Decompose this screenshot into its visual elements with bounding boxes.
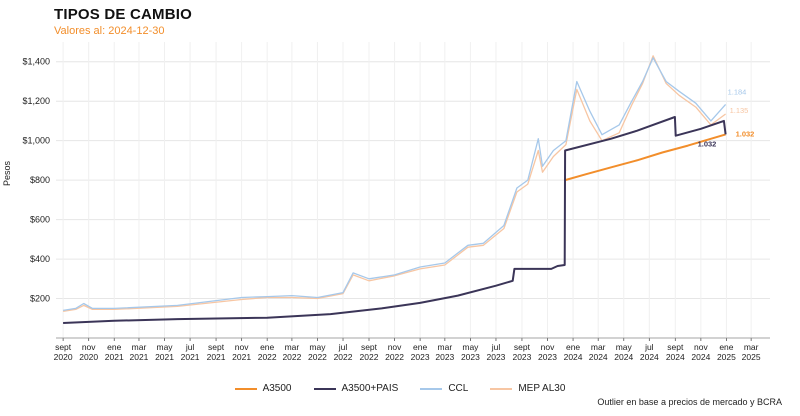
legend-item: CCL xyxy=(420,383,468,394)
x-tick-label: may 2024 xyxy=(614,342,633,362)
x-tick-label: nov 2021 xyxy=(232,342,251,362)
x-tick-label: sept 2024 xyxy=(666,342,685,362)
x-tick-label: may 2021 xyxy=(155,342,174,362)
legend-label-a3500: A3500 xyxy=(262,383,292,394)
x-tick-label: sept 2022 xyxy=(360,342,379,362)
x-tick-label: mar 2022 xyxy=(282,342,301,362)
x-tick-label: jul 2021 xyxy=(181,342,200,362)
end-label-a3500: 1.032 xyxy=(736,129,755,138)
x-tick-label: sept 2021 xyxy=(207,342,226,362)
legend: A3500 A3500+PAIS CCL MEP AL30 xyxy=(0,383,800,394)
x-tick-label: may 2023 xyxy=(461,342,480,362)
end-label-a3500-pais: 1.032 xyxy=(698,139,717,148)
legend-swatch-a3500-pais xyxy=(313,387,336,390)
y-tick-label: $1,000 xyxy=(22,136,50,146)
series-mep-al30-line xyxy=(62,55,726,313)
x-tick-label: ene 2021 xyxy=(105,342,124,362)
legend-label-a3500-pais: A3500+PAIS xyxy=(341,383,399,394)
source-caption: Outlier en base a precios de mercado y B… xyxy=(597,397,782,407)
legend-swatch-a3500 xyxy=(234,387,257,390)
end-label-mep-al30: 1.135 xyxy=(730,106,749,115)
chart-subtitle: Valores al: 2024-12-30 xyxy=(54,25,165,37)
series-a3500-pais-line xyxy=(63,116,727,324)
end-label-ccl: 1.184 xyxy=(728,87,747,96)
x-tick-label: mar 2023 xyxy=(435,342,454,362)
x-tick-label: jul 2024 xyxy=(640,342,659,362)
x-tick-label: nov 2024 xyxy=(691,342,710,362)
x-tick-label: nov 2023 xyxy=(538,342,557,362)
y-tick-label: $600 xyxy=(30,215,50,225)
x-tick-label: ene 2022 xyxy=(258,342,277,362)
legend-label-mep-al30: MEP AL30 xyxy=(518,383,566,394)
x-tick-label: sept 2020 xyxy=(54,342,73,362)
x-tick-label: ene 2025 xyxy=(717,342,736,362)
x-tick-label: sept 2023 xyxy=(512,342,531,362)
legend-item: MEP AL30 xyxy=(490,383,565,394)
y-tick-label: $1,400 xyxy=(22,57,50,67)
x-tick-label: jul 2022 xyxy=(334,342,353,362)
y-tick-label: $1,200 xyxy=(22,96,50,106)
legend-item: A3500+PAIS xyxy=(313,383,399,394)
y-tick-label: $800 xyxy=(30,175,50,185)
x-tick-label: nov 2020 xyxy=(79,342,98,362)
y-tick-label: $200 xyxy=(30,294,50,304)
chart-title: TIPOS DE CAMBIO xyxy=(54,6,193,23)
legend-swatch-ccl xyxy=(420,387,443,390)
x-tick-label: mar 2025 xyxy=(742,342,761,362)
x-tick-label: may 2022 xyxy=(308,342,327,362)
legend-label-ccl: CCL xyxy=(448,383,469,394)
x-tick-label: mar 2024 xyxy=(589,342,608,362)
legend-swatch-mep-al30 xyxy=(490,387,513,390)
x-tick-label: jul 2023 xyxy=(487,342,506,362)
x-tick-label: ene 2023 xyxy=(411,342,430,362)
series-a3500-line xyxy=(564,133,726,182)
x-tick-label: nov 2022 xyxy=(385,342,404,362)
y-tick-label: $400 xyxy=(30,254,50,264)
legend-item: A3500 xyxy=(234,383,292,394)
series-ccl-line xyxy=(62,57,727,312)
x-tick-label: mar 2021 xyxy=(130,342,149,362)
x-tick-label: ene 2024 xyxy=(564,342,583,362)
